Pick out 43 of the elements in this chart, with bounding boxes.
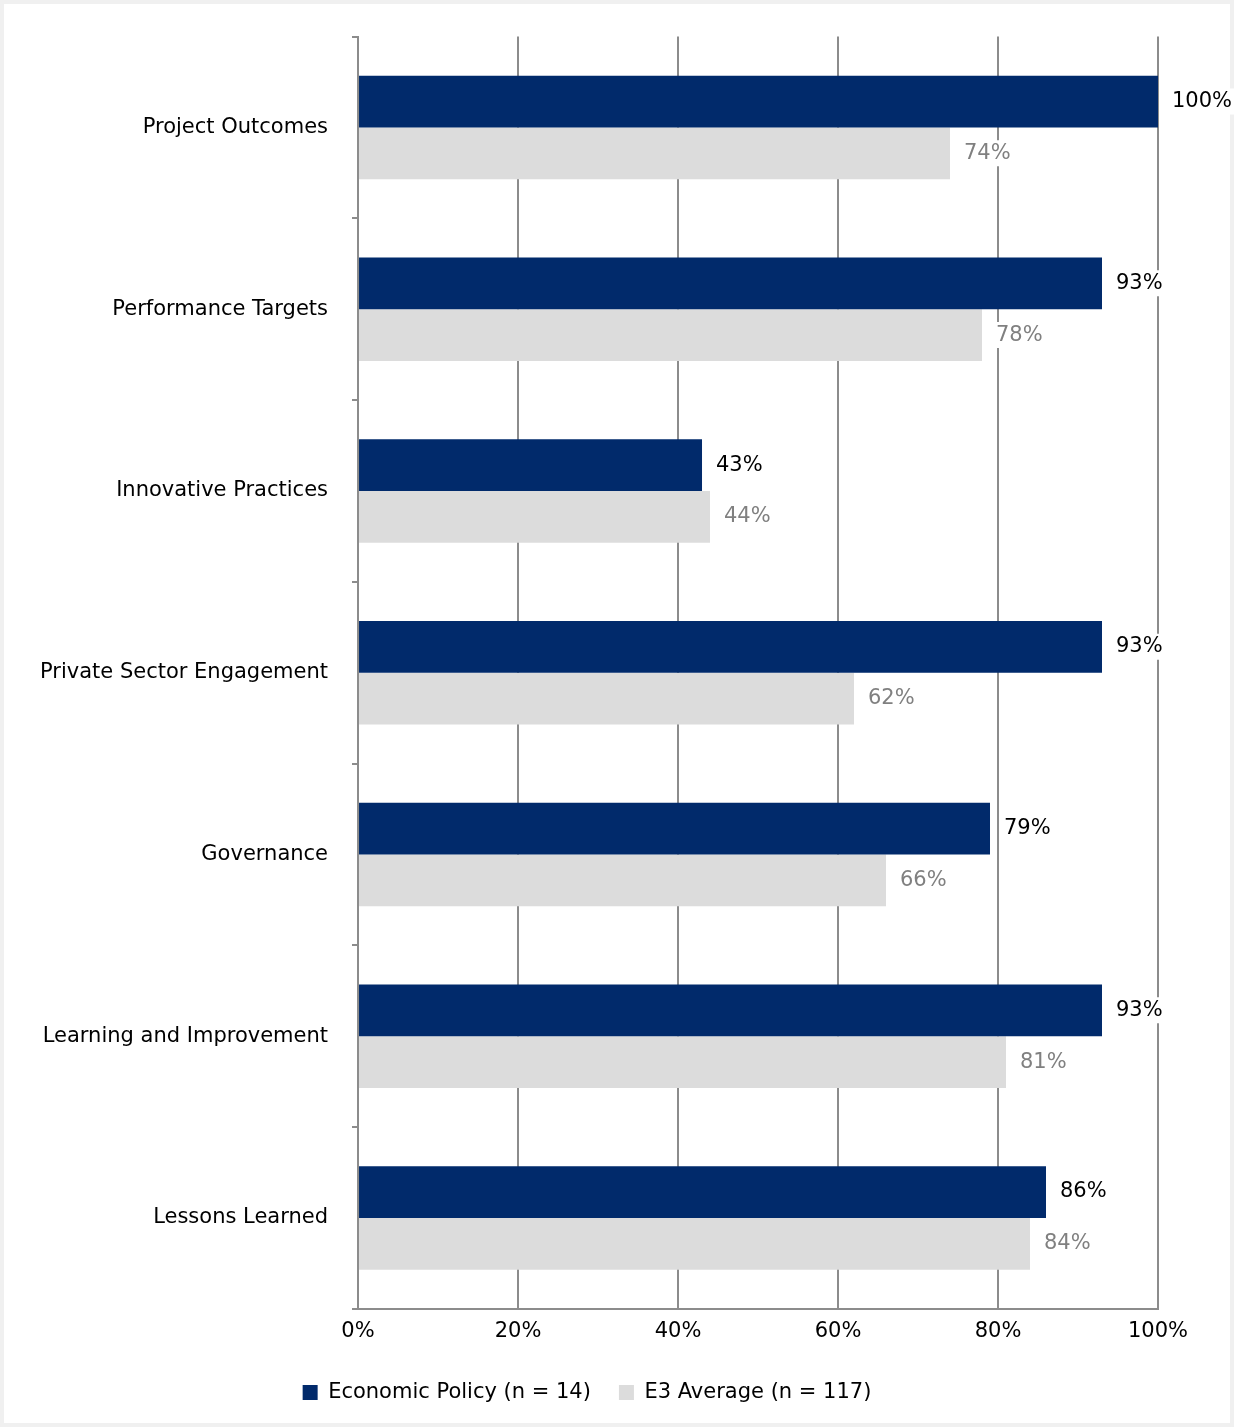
x-tick-label: 0%	[341, 1317, 375, 1342]
y-tick-label: Learning and Improvement	[42, 1022, 329, 1047]
legend-label: Economic Policy (n = 14)	[328, 1378, 591, 1403]
data-label: 79%	[1004, 815, 1051, 839]
bar	[359, 984, 1102, 1037]
bar	[359, 257, 1102, 310]
data-label: 62%	[868, 685, 915, 710]
bar	[359, 1036, 1006, 1088]
data-label: 93%	[1116, 633, 1163, 658]
data-label: 43%	[716, 451, 763, 476]
bar	[359, 1217, 1030, 1270]
bar	[359, 439, 703, 491]
y-tick-label: Lessons Learned	[153, 1204, 329, 1229]
legend-label: E3 Average (n = 117)	[644, 1378, 872, 1403]
data-label: 81%	[1020, 1048, 1067, 1073]
x-tick-label: 80%	[974, 1317, 1022, 1342]
bar	[359, 1166, 1046, 1218]
bar	[359, 309, 983, 362]
bar	[359, 127, 951, 180]
bar	[359, 490, 711, 543]
y-tick-label: Project Outcomes	[142, 113, 329, 138]
data-label: 78%	[996, 321, 1043, 346]
bar	[359, 620, 1102, 673]
x-tick-label: 20%	[494, 1317, 542, 1342]
data-label: 86%	[1060, 1178, 1107, 1203]
data-label: 100%	[1172, 88, 1233, 113]
y-tick-label: Private Sector Engagement	[39, 659, 329, 684]
bar	[359, 802, 991, 855]
x-tick-label: 100%	[1127, 1317, 1189, 1342]
bar	[359, 75, 1158, 128]
data-label: 93%	[1116, 996, 1163, 1021]
bar	[359, 854, 887, 907]
y-tick-label: Governance	[201, 840, 329, 865]
data-label: 74%	[964, 139, 1011, 164]
data-label: 44%	[724, 503, 771, 528]
y-tick-label: Performance Targets	[112, 295, 329, 320]
x-tick-label: 40%	[654, 1317, 702, 1342]
x-tick-label: 60%	[814, 1317, 862, 1342]
bar	[359, 672, 855, 725]
data-label: 93%	[1116, 269, 1163, 294]
data-label: 84%	[1044, 1230, 1091, 1255]
y-tick-label: Innovative Practices	[116, 477, 329, 502]
data-label: 66%	[900, 866, 947, 891]
